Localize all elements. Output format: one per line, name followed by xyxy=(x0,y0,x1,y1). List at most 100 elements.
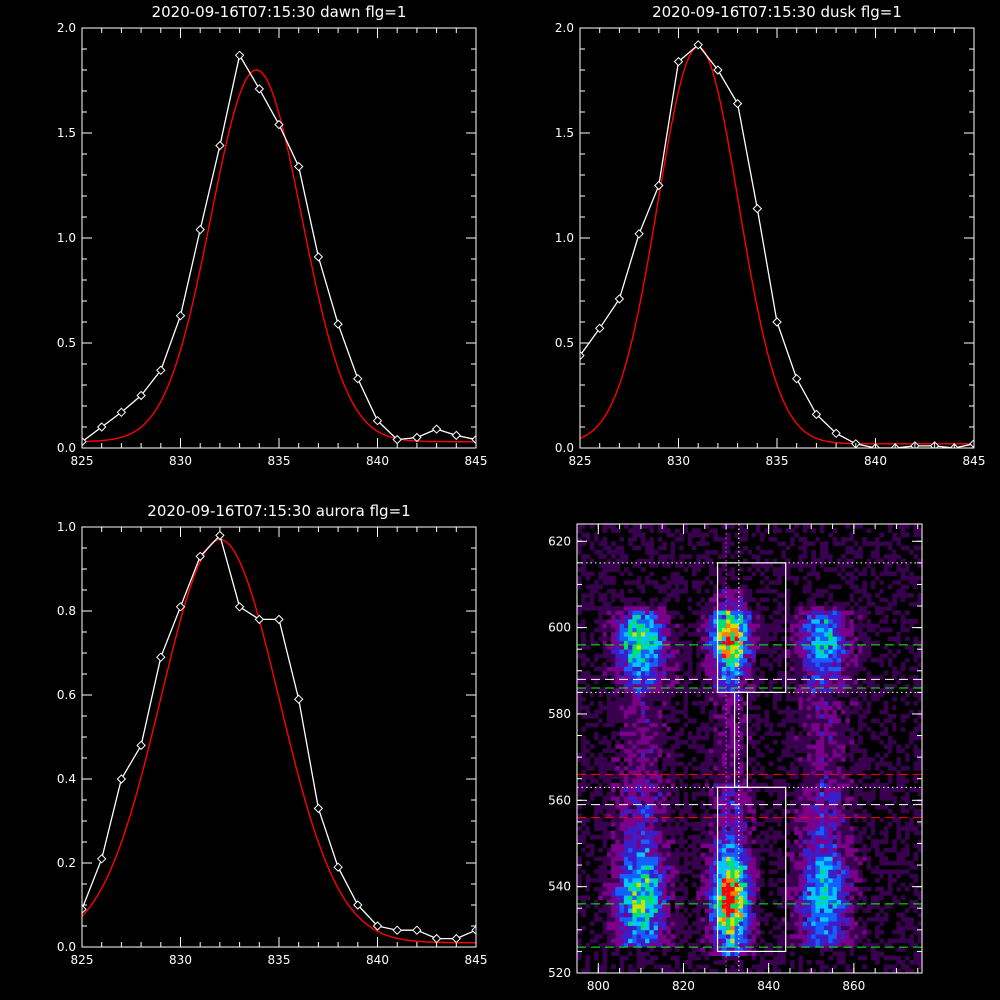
image-pixel xyxy=(798,580,804,585)
image-pixel xyxy=(772,852,778,857)
image-pixel xyxy=(755,882,761,887)
image-pixel xyxy=(751,757,757,762)
image-pixel xyxy=(807,714,812,719)
image-pixel xyxy=(700,774,706,780)
image-pixel xyxy=(713,895,718,900)
image-pixel xyxy=(700,619,706,624)
image-pixel xyxy=(717,903,723,909)
image-pixel xyxy=(734,808,740,814)
image-pixel xyxy=(598,675,603,680)
image-pixel xyxy=(577,856,582,862)
image-pixel xyxy=(734,722,740,728)
image-pixel xyxy=(683,929,689,935)
image-pixel xyxy=(755,675,761,680)
image-pixel xyxy=(619,873,625,879)
image-pixel xyxy=(649,852,655,857)
image-pixel xyxy=(602,649,608,654)
image-pixel xyxy=(709,657,714,663)
image-pixel xyxy=(675,761,680,767)
image-pixel xyxy=(798,701,804,706)
image-pixel xyxy=(679,899,684,905)
image-pixel xyxy=(623,912,629,918)
image-pixel xyxy=(730,839,735,844)
image-pixel xyxy=(743,791,748,797)
image-pixel xyxy=(807,903,812,909)
image-pixel xyxy=(777,796,782,801)
image-pixel xyxy=(815,696,821,702)
image-pixel xyxy=(615,938,620,944)
image-pixel xyxy=(802,524,808,529)
image-pixel xyxy=(713,947,718,952)
image-pixel xyxy=(721,856,727,862)
image-pixel xyxy=(798,895,804,900)
image-pixel xyxy=(623,631,629,637)
image-pixel xyxy=(670,610,676,615)
image-pixel xyxy=(777,865,782,870)
image-pixel xyxy=(606,934,612,939)
image-pixel xyxy=(649,593,655,598)
image-pixel xyxy=(577,692,582,698)
dawn-data-point xyxy=(372,415,383,426)
image-pixel xyxy=(683,787,689,793)
image-pixel xyxy=(734,899,740,905)
image-pixel xyxy=(790,808,795,814)
image-pixel xyxy=(713,627,718,633)
image-pixel xyxy=(811,761,816,767)
image-pixel xyxy=(743,774,748,780)
image-pixel xyxy=(751,843,757,849)
image-pixel xyxy=(683,705,689,710)
image-pixel xyxy=(743,644,748,650)
image-pixel xyxy=(811,606,816,611)
image-pixel xyxy=(679,839,684,844)
image-pixel xyxy=(675,899,680,905)
dusk-ytick-label: 0.0 xyxy=(555,441,574,455)
image-pixel xyxy=(790,912,795,918)
image-pixel xyxy=(623,748,629,754)
image-pixel xyxy=(636,882,642,887)
image-pixel xyxy=(692,675,697,680)
image-pixel xyxy=(747,804,753,810)
image-pixel xyxy=(577,670,582,676)
image-pixel xyxy=(645,882,650,887)
image-pixel xyxy=(790,649,795,654)
image-pixel xyxy=(794,610,799,615)
image-pixel xyxy=(730,960,735,965)
image-pixel xyxy=(760,865,765,870)
image-pixel xyxy=(811,882,816,887)
image-pixel xyxy=(790,895,795,900)
image-pixel xyxy=(623,714,629,719)
image-pixel xyxy=(636,649,642,654)
image-pixel xyxy=(683,908,689,913)
image-pixel xyxy=(657,752,663,758)
image-pixel xyxy=(657,722,663,728)
image-pixel xyxy=(743,847,748,853)
image-pixel xyxy=(636,683,642,689)
image-pixel xyxy=(807,696,812,702)
image-pixel xyxy=(709,826,714,831)
image-pixel xyxy=(717,705,723,710)
image-pixel xyxy=(751,783,757,788)
image-pixel xyxy=(623,839,629,844)
image-pixel xyxy=(726,683,731,689)
image-pixel xyxy=(717,636,723,641)
image-pixel xyxy=(598,610,603,615)
image-pixel xyxy=(798,722,804,728)
image-pixel xyxy=(675,636,680,641)
image-pixel xyxy=(738,679,744,685)
image-pixel xyxy=(802,549,808,555)
image-pixel xyxy=(666,619,672,624)
image-pixel xyxy=(738,701,744,706)
image-pixel xyxy=(781,942,787,948)
image-pixel xyxy=(815,856,821,862)
image-pixel xyxy=(585,761,591,767)
image-pixel xyxy=(738,865,744,870)
image-pixel xyxy=(721,878,727,883)
image-pixel xyxy=(606,662,612,667)
image-pixel xyxy=(760,770,765,775)
image-pixel xyxy=(619,726,625,732)
image-pixel xyxy=(704,791,710,797)
image-pixel xyxy=(623,644,629,650)
image-pixel xyxy=(662,696,667,702)
image-pixel xyxy=(738,735,744,741)
image-pixel xyxy=(743,601,748,607)
